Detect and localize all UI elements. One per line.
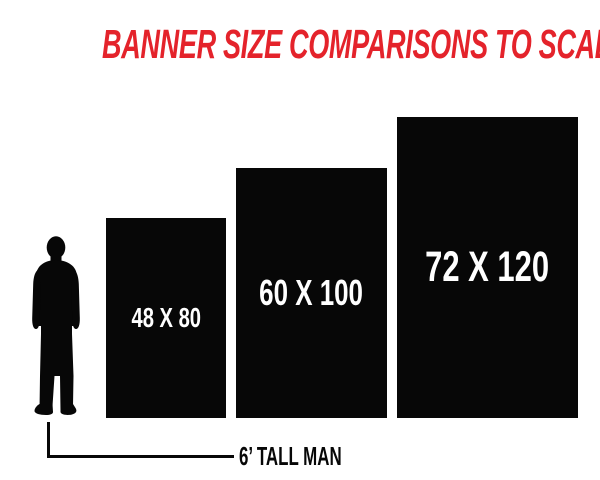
banner-60x100: 60 X 100 <box>236 168 387 418</box>
banner-size-label: 48 X 80 <box>131 302 201 333</box>
banner-48x80: 48 X 80 <box>106 218 226 418</box>
banner-72x120: 72 X 120 <box>397 117 578 418</box>
man-silhouette-icon <box>32 236 80 415</box>
banner-size-label: 60 X 100 <box>259 272 364 313</box>
callout-line-vertical <box>47 422 50 457</box>
reference-label: 6’ TALL MAN <box>239 441 342 471</box>
banner-size-label: 72 X 120 <box>425 243 550 291</box>
callout-line-horizontal <box>47 455 234 458</box>
page-title: BANNER SIZE COMPARISONS TO SCALE <box>101 21 600 67</box>
